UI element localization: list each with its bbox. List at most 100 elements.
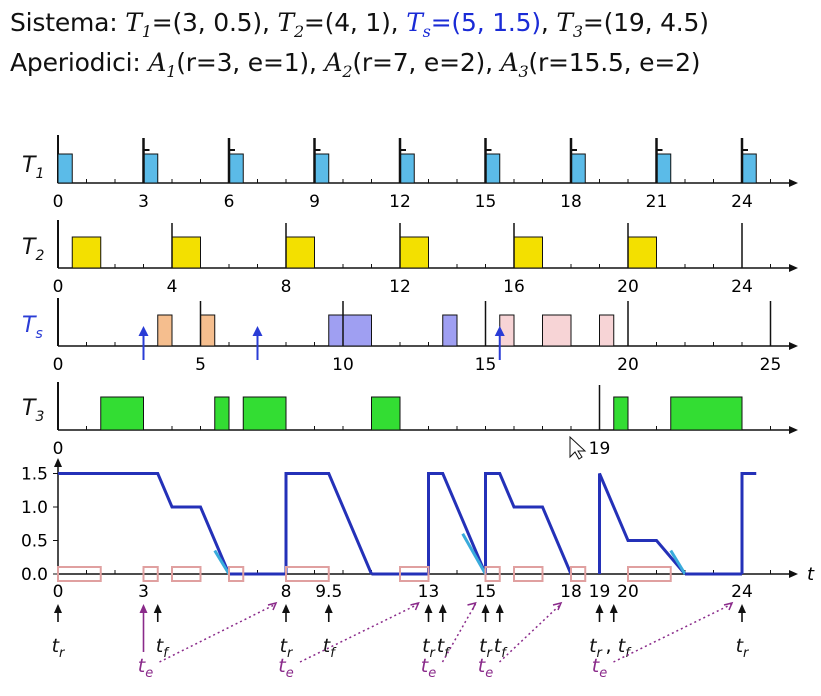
tf-label-19: tf <box>618 635 632 661</box>
tick-t1-1: 3 <box>138 192 149 212</box>
t1-job-7 <box>656 153 672 184</box>
tr-label-4: tr <box>736 635 750 661</box>
budget-xtick-8: 20 <box>617 582 639 602</box>
idle-box-3 <box>228 566 245 582</box>
budget-ytick-3: 0.0 <box>21 565 48 585</box>
t3-job-2 <box>242 396 287 431</box>
idle-box-2 <box>171 566 202 582</box>
t2-job-1 <box>171 236 201 269</box>
task-param-0: T1=(3, 0.5), <box>125 8 278 41</box>
t3-job-1 <box>214 396 230 431</box>
t3-job-4 <box>613 396 629 431</box>
t1-job-0 <box>57 153 73 184</box>
idle-box-0 <box>57 566 102 582</box>
comma-19: , <box>606 635 612 657</box>
tick-t1-3: 9 <box>309 192 320 212</box>
te-arrow-2 <box>441 603 477 663</box>
idle-box-4 <box>285 566 330 582</box>
budget-tail-0 <box>213 549 231 575</box>
task-param-2: Ts=(5, 1.5) <box>406 8 541 41</box>
t1-job-3 <box>314 153 330 184</box>
budget-xtick-3: 9.5 <box>315 582 342 602</box>
tick-t3-1: 19 <box>589 439 611 459</box>
budget-xtick-2: 8 <box>281 582 292 602</box>
t1-job-6 <box>570 153 586 184</box>
aperiodic-arrival-0 <box>138 326 149 336</box>
ts-job-2 <box>328 314 372 347</box>
t3-job-3 <box>371 396 401 431</box>
budget-ytick-1: 1.0 <box>21 498 48 518</box>
tick-t1-5: 15 <box>475 192 497 212</box>
row-label-t1: T1 <box>22 153 44 182</box>
tick-ts-1: 5 <box>195 355 206 375</box>
task-param-3: , <box>540 8 557 37</box>
aperiodic-job-2: A3(r=15.5, e=2) <box>500 48 701 81</box>
aperiodic-arrival-1 <box>252 326 263 336</box>
tick-t1-7: 21 <box>646 192 668 212</box>
tick-ts-3: 15 <box>475 355 497 375</box>
tick-t3-0: 0 <box>53 439 64 459</box>
idle-box-9 <box>627 566 672 582</box>
ts-job-1 <box>200 314 216 347</box>
t1-job-4 <box>399 153 415 184</box>
tf-label-3: tf <box>494 635 508 661</box>
tick-t2-2: 8 <box>281 277 292 297</box>
te-arrow-0 <box>159 603 277 663</box>
task-param-4: T3=(19, 4.5) <box>556 8 709 41</box>
budget-tail-1 <box>461 533 487 575</box>
row-t1: T1 0 3 6 9 12 15 18 21 24 <box>22 135 798 212</box>
te-arrow-4 <box>613 603 733 663</box>
budget-xtick-9: 24 <box>731 582 753 602</box>
idle-box-5 <box>399 566 430 582</box>
tick-ts-0: 0 <box>53 355 64 375</box>
row-t2: T2 0 4 8 12 16 20 24 <box>22 220 798 297</box>
idle-box-1 <box>142 566 159 582</box>
idle-box-6 <box>484 566 501 582</box>
tick-t1-0: 0 <box>53 192 64 212</box>
te-label-0: te <box>138 655 153 681</box>
budget-xtick-6: 18 <box>560 582 582 602</box>
aperiodici-label: Aperiodici: <box>10 48 149 77</box>
t1-job-1 <box>143 153 159 184</box>
budget-curve-4 <box>598 472 687 575</box>
ts-job-6 <box>599 314 615 347</box>
tick-t1-6: 18 <box>560 192 582 212</box>
row-t3: T3 0 19 <box>22 382 798 459</box>
tick-t2-3: 12 <box>389 277 411 297</box>
t-axis-label: t <box>807 564 815 585</box>
tf-label-0: tf <box>156 635 170 661</box>
tick-t2-0: 0 <box>53 277 64 297</box>
sistema-label: Sistema: <box>10 8 126 37</box>
budget-xtick-7: 19 <box>589 582 611 602</box>
ts-job-0 <box>157 314 173 347</box>
t2-job-0 <box>71 236 102 269</box>
budget-curve-2 <box>427 472 487 575</box>
t3-job-5 <box>670 396 743 431</box>
budget-tail-2 <box>669 549 687 575</box>
tf-label-2: tf <box>437 635 451 661</box>
aperiodic-job-1: A2(r=7, e=2), <box>324 48 501 81</box>
budget-curve-0 <box>58 472 231 575</box>
budget-xtick-0: 0 <box>53 582 64 602</box>
system-definition-line: Sistema: T1=(3, 0.5), T2=(4, 1), Ts=(5, … <box>10 8 709 41</box>
budget-plot: t 1.5 1.0 0.5 0.00 3 8 9.5 13 15 18 19 20 24 <box>21 458 815 602</box>
tick-t2-1: 4 <box>167 277 178 297</box>
budget-curve-5 <box>740 472 757 574</box>
t2-job-4 <box>513 236 543 269</box>
t2-job-2 <box>285 236 315 269</box>
row-label-t3: T3 <box>22 396 44 425</box>
row-label-ts: Ts <box>22 313 43 342</box>
te-arrow-3 <box>498 603 562 663</box>
t3-job-0 <box>100 396 144 431</box>
tick-ts-5: 25 <box>760 355 782 375</box>
budget-xtick-4: 13 <box>418 582 440 602</box>
aperiodic-arrival-2 <box>494 326 505 336</box>
row-label-t2: T2 <box>22 235 44 264</box>
tick-t2-5: 20 <box>617 277 639 297</box>
tick-t2-6: 24 <box>731 277 753 297</box>
budget-curve-3 <box>484 472 573 575</box>
budget-curve-1 <box>284 472 373 575</box>
mouse-cursor-icon <box>569 435 587 460</box>
task-param-1: T2=(4, 1), <box>277 8 407 41</box>
